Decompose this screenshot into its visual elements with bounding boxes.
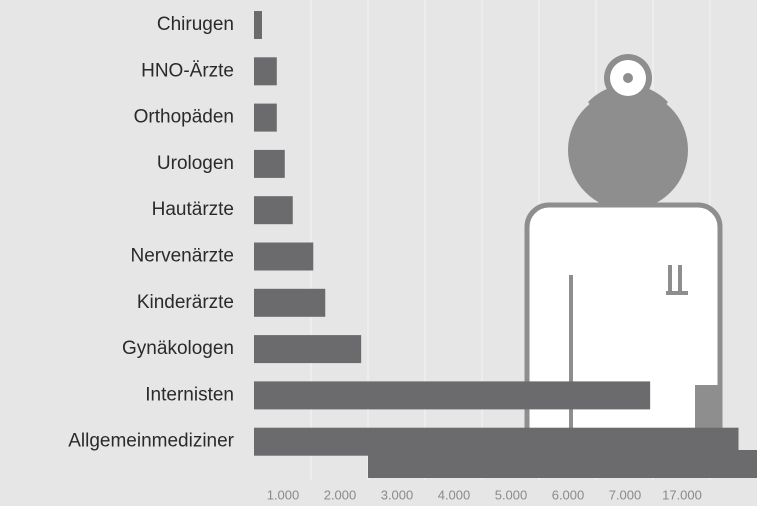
category-label: Internisten <box>145 384 234 405</box>
bar <box>254 196 293 224</box>
x-tick-label: 2.000 <box>324 487 357 502</box>
bar <box>254 57 277 85</box>
category-label: Gynäkologen <box>122 338 234 359</box>
doctor-arm <box>695 385 718 435</box>
x-tick-label: 1.000 <box>267 487 300 502</box>
bar <box>254 11 262 39</box>
doctor-coat <box>527 205 720 455</box>
x-tick-label: 6.000 <box>552 487 585 502</box>
x-tick-label: 5.000 <box>495 487 528 502</box>
chart: 1.000 2.000 3.000 4.000 5.000 6.000 7.000 17.00… <box>0 0 757 506</box>
category-label: Orthopäden <box>134 107 234 128</box>
category-label: Nervenärzte <box>131 246 235 267</box>
page: {"chart_data": {"type": "bar", "orientat… <box>0 0 757 506</box>
bar <box>254 104 277 132</box>
doctor-head <box>568 90 688 210</box>
bar <box>254 289 325 317</box>
category-label: Urologen <box>157 153 234 174</box>
head-mirror-dot <box>623 73 633 83</box>
bar <box>254 243 313 271</box>
category-label: Chirugen <box>157 14 234 35</box>
category-label: Allgemeinmediziner <box>68 431 234 452</box>
x-tick-label: 4.000 <box>438 487 471 502</box>
coat-line <box>569 275 573 435</box>
x-tick-label: 17.000 <box>662 487 702 502</box>
bar <box>254 335 361 363</box>
category-label: Hautärzte <box>152 199 234 220</box>
bar <box>254 381 650 409</box>
category-label: Kinderärzte <box>137 292 234 313</box>
x-tick-label: 3.000 <box>381 487 414 502</box>
bar <box>254 150 285 178</box>
x-tick-label: 7.000 <box>609 487 642 502</box>
bar <box>254 428 739 456</box>
category-label: HNO-Ärzte <box>141 60 234 81</box>
